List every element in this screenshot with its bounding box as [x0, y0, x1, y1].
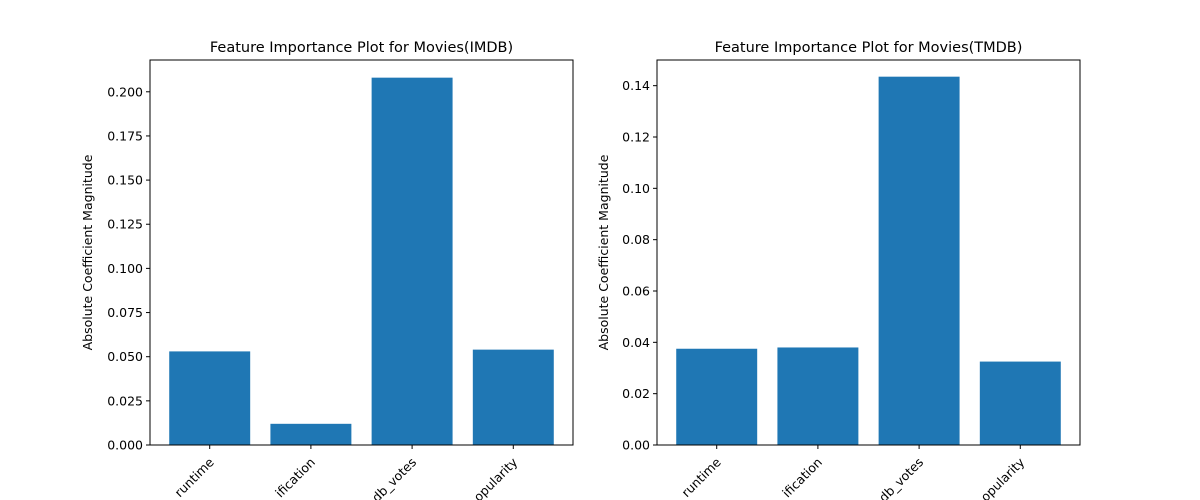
bar-imdb-imdb-votes [371, 77, 453, 445]
y-tick-label: 0.050 [107, 349, 143, 364]
bar-tmdb-runtime [676, 348, 758, 445]
y-tick-label: 0.04 [622, 335, 650, 350]
bar-imdb-classification [270, 423, 352, 445]
y-tick-label: 0.12 [622, 130, 650, 145]
y-tick-label: 0.025 [107, 393, 143, 408]
y-tick-label: 0.02 [622, 386, 650, 401]
y-tick-label: 0.00 [622, 438, 650, 453]
chart-imdb: Feature Importance Plot for Movies(IMDB)… [80, 40, 574, 500]
y-axis-label-tmdb: Absolute Coefficient Magnitude [596, 154, 611, 350]
y-tick-label: 0.06 [622, 284, 650, 299]
bar-imdb-runtime [169, 351, 251, 445]
y-tick-label: 0.000 [107, 438, 143, 453]
y-tick-label: 0.200 [107, 84, 143, 99]
plot-frame-tmdb [656, 59, 1081, 446]
y-tick-label: 0.175 [107, 128, 143, 143]
bar-imdb-popularity [472, 349, 554, 445]
bar-group-tmdb [676, 76, 1061, 446]
y-tick-label: 0.075 [107, 305, 143, 320]
chart-title-tmdb: Feature Importance Plot for Movies(TMDB) [715, 40, 1023, 56]
y-tick-label: 0.125 [107, 217, 143, 232]
plot-frame-imdb [149, 59, 574, 446]
y-tick-label: 0.10 [622, 181, 650, 196]
y-axis-ticks-tmdb: 0.00 0.02 0.04 0.06 0.08 0.10 0.12 0.14 [622, 78, 657, 453]
y-tick-label: 0.08 [622, 232, 650, 247]
bar-group-imdb [169, 77, 554, 445]
bar-tmdb-popularity [979, 361, 1061, 445]
y-tick-label: 0.100 [107, 261, 143, 276]
y-axis-label-imdb: Absolute Coefficient Magnitude [80, 154, 95, 350]
y-axis-ticks-imdb: 0.000 0.025 0.050 0.075 0.100 0.125 0.150 0.175… [107, 84, 150, 453]
bar-tmdb-imdb-votes [878, 76, 960, 446]
chart-title-imdb: Feature Importance Plot for Movies(IMDB) [210, 40, 513, 56]
bar-tmdb-classification [777, 347, 859, 445]
y-tick-label: 0.14 [622, 78, 650, 93]
y-tick-label: 0.150 [107, 173, 143, 188]
